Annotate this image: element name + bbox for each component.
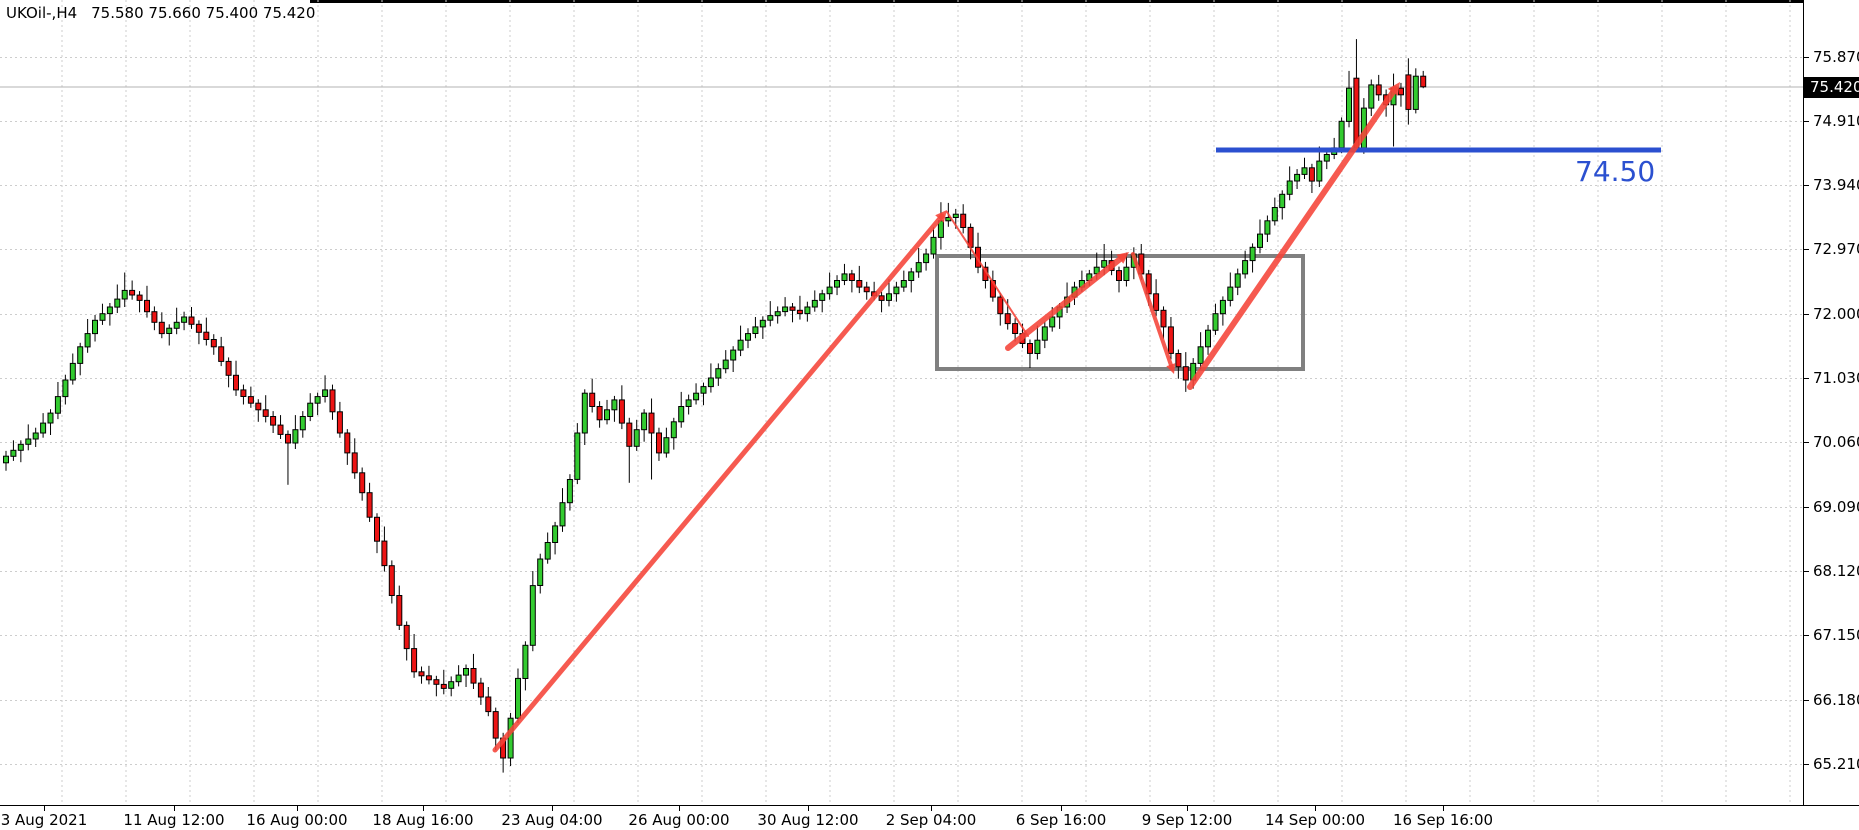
- time-axis-label: 11 Aug 12:00: [123, 811, 225, 829]
- time-axis-tick: [1061, 806, 1062, 811]
- price-axis-tick: [1804, 185, 1809, 186]
- rally-arrow-3: [1187, 85, 1399, 390]
- price-axis-tick: [1804, 121, 1809, 122]
- price-axis-tick: [1804, 442, 1809, 443]
- time-axis-label: 18 Aug 16:00: [372, 811, 474, 829]
- time-axis-tick: [931, 806, 932, 811]
- price-axis-label: 69.090: [1813, 498, 1859, 516]
- time-axis-tick: [174, 806, 175, 811]
- rally-arrow-2: [1005, 253, 1126, 351]
- price-axis-tick: [1804, 507, 1809, 508]
- rally-arrow-3-head: [1387, 82, 1400, 96]
- ohlc-values-label: 75.580 75.660 75.400 75.420: [91, 4, 316, 22]
- price-axis-tick: [1804, 764, 1809, 765]
- price-axis-label: 72.970: [1813, 240, 1859, 258]
- time-axis-tick: [679, 806, 680, 811]
- time-axis-label: 14 Sep 00:00: [1264, 811, 1366, 829]
- time-axis-tick: [423, 806, 424, 811]
- time-axis[interactable]: 3 Aug 2021 11 Aug 12:00 16 Aug 00:00 18 Aug…: [0, 805, 1859, 830]
- rally-arrow-1-head: [935, 210, 947, 223]
- price-axis-label: 72.000: [1813, 305, 1859, 323]
- time-axis-tick: [1443, 806, 1444, 811]
- price-axis-label: 67.150: [1813, 626, 1859, 644]
- time-axis-label: 2 Sep 04:00: [885, 811, 977, 829]
- pullback-line-1: [946, 211, 1029, 337]
- price-axis-tick: [1804, 378, 1809, 379]
- time-axis-label: 6 Sep 16:00: [1015, 811, 1107, 829]
- rally-arrow-2-head: [1116, 252, 1129, 264]
- current-price-badge: 75.420: [1804, 77, 1859, 98]
- price-axis-label: 71.030: [1813, 369, 1859, 387]
- symbol-timeframe-label: UKOil-,H4: [6, 4, 78, 22]
- time-axis-label: 16 Aug 00:00: [246, 811, 348, 829]
- price-axis-tick: [1804, 571, 1809, 572]
- window-top-border: [310, 0, 1859, 3]
- price-axis-label: 70.060: [1813, 433, 1859, 451]
- time-axis-label: 26 Aug 00:00: [628, 811, 730, 829]
- time-axis-tick: [44, 806, 45, 811]
- chart-title: UKOil-,H4 75.580 75.660 75.400 75.420: [6, 4, 315, 22]
- price-axis-tick: [1804, 635, 1809, 636]
- time-axis-label: 30 Aug 12:00: [757, 811, 859, 829]
- time-axis-label: 16 Sep 16:00: [1392, 811, 1494, 829]
- price-axis-label: 66.180: [1813, 691, 1859, 709]
- pullback-arrow-down: [1131, 252, 1174, 370]
- time-axis-tick: [297, 806, 298, 811]
- time-axis-tick: [1315, 806, 1316, 811]
- price-axis-tick: [1804, 57, 1809, 58]
- time-axis-label: 9 Sep 12:00: [1141, 811, 1233, 829]
- price-axis-tick: [1804, 249, 1809, 250]
- price-axis-tick: [1804, 314, 1809, 315]
- time-axis-tick: [808, 806, 809, 811]
- price-axis-label: 75.870: [1813, 48, 1859, 66]
- price-axis-label: 65.210: [1813, 755, 1859, 773]
- price-axis[interactable]: 75.870 74.910 73.940 72.970 72.000 71.030 70.0…: [1803, 0, 1859, 805]
- pullback-arrow-down-head: [1166, 363, 1176, 374]
- price-axis-tick: [1804, 700, 1809, 701]
- price-axis-label: 68.120: [1813, 562, 1859, 580]
- price-axis-label: 73.940: [1813, 176, 1859, 194]
- time-axis-tick: [552, 806, 553, 811]
- time-axis-tick: [1187, 806, 1188, 811]
- candlestick-chart[interactable]: [0, 0, 1803, 805]
- rally-arrow-1: [492, 213, 945, 753]
- price-axis-label: 74.910: [1813, 112, 1859, 130]
- resistance-price-label[interactable]: 74.50: [1575, 155, 1656, 188]
- time-axis-label: 3 Aug 2021: [0, 811, 88, 829]
- time-axis-label: 23 Aug 04:00: [501, 811, 603, 829]
